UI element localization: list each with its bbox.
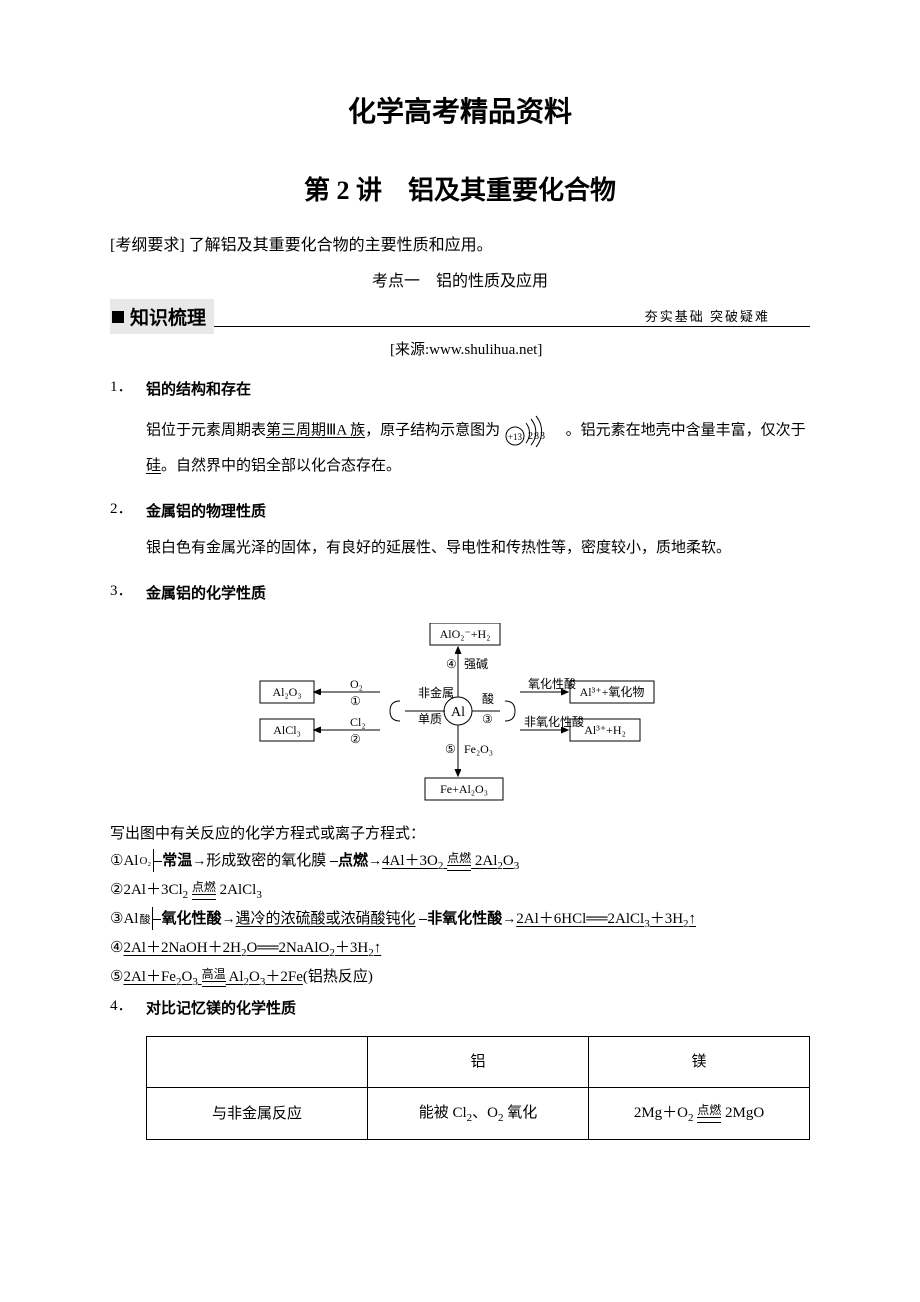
svg-text:③: ③ xyxy=(482,712,493,726)
svg-text:Al³⁺+H₂: Al³⁺+H₂ xyxy=(584,723,626,737)
equation-2: ②2Al＋3Cl2 点燃 2AlCl3 xyxy=(110,878,810,901)
requirement: [考纲要求] 了解铝及其重要化合物的主要性质和应用。 xyxy=(110,231,810,255)
section-3: 3．金属铝的化学性质 xyxy=(110,579,810,609)
al-reaction-diagram: AlO₂⁻+H₂ Al₂O₃ AlCl₃ Al³⁺+氧化物 Al³⁺+H₂ Fe… xyxy=(250,623,670,808)
svg-text:强碱: 强碱 xyxy=(464,657,488,671)
section-1: 1．铝的结构和存在铝位于元素周期表第三周期ⅢA 族，原子结构示意图为 +1328… xyxy=(110,375,810,487)
page-title: 化学高考精品资料 xyxy=(110,90,810,130)
svg-text:+13: +13 xyxy=(508,432,523,442)
section-4: 4． 对比记忆镁的化学性质 铝 镁 与非金属反应 能被 Cl2、O2 氧化 2M… xyxy=(110,994,810,1140)
svg-text:Cl₂: Cl₂ xyxy=(350,715,366,729)
svg-text:8: 8 xyxy=(534,431,539,442)
section-title: 金属铝的化学性质 xyxy=(146,586,266,602)
square-icon xyxy=(112,311,124,323)
svg-text:AlCl₃: AlCl₃ xyxy=(273,723,301,737)
table-cell-al: 能被 Cl2、O2 氧化 xyxy=(368,1088,589,1140)
svg-text:2: 2 xyxy=(528,431,533,442)
section-title: 金属铝的物理性质 xyxy=(146,504,266,520)
lecture-title: 第 2 讲 铝及其重要化合物 xyxy=(110,170,810,207)
kaodian-heading: 考点一 铝的性质及应用 xyxy=(110,267,810,291)
table-cell-mg: 2Mg＋O2 点燃 2MgO xyxy=(589,1088,810,1140)
svg-text:3: 3 xyxy=(540,431,545,442)
svg-text:非氧化性酸: 非氧化性酸 xyxy=(524,714,584,729)
diagram-prompt: 写出图中有关反应的化学方程式或离子方程式： xyxy=(110,822,810,843)
svg-text:Al: Al xyxy=(451,705,465,720)
atom-structure-svg: +13 283 xyxy=(504,411,562,451)
svg-text:AlO₂⁻+H₂: AlO₂⁻+H₂ xyxy=(440,627,491,641)
svg-text:Fe₂O₃: Fe₂O₃ xyxy=(464,742,493,756)
knowledge-strip: 知识梳理 夯实基础 突破疑难 xyxy=(110,299,810,334)
svg-text:②: ② xyxy=(350,732,361,746)
svg-text:O₂: O₂ xyxy=(350,677,363,691)
equation-1: ①AlO₂ 常温→形成致密的氧化膜 点燃→4Al＋3O2 点燃 2Al2O3 xyxy=(110,849,810,872)
knowledge-sub: 夯实基础 突破疑难 xyxy=(645,306,770,325)
knowledge-header: 知识梳理 xyxy=(130,303,206,330)
svg-text:Al₂O₃: Al₂O₃ xyxy=(272,685,301,699)
comparison-table: 铝 镁 与非金属反应 能被 Cl2、O2 氧化 2Mg＋O2 点燃 2MgO xyxy=(146,1036,810,1140)
svg-text:Al³⁺+氧化物: Al³⁺+氧化物 xyxy=(580,685,645,699)
section-2: 2．金属铝的物理性质银白色有金属光泽的固体，有良好的延展性、导电性和传热性等，密… xyxy=(110,497,810,569)
equation-4: ④2Al＋2NaOH＋2H2O══2NaAlO2＋3H2↑ xyxy=(110,936,810,959)
svg-text:单质: 单质 xyxy=(418,712,442,726)
table-row-label: 与非金属反应 xyxy=(147,1088,368,1140)
svg-text:⑤: ⑤ xyxy=(445,742,456,756)
svg-text:④: ④ xyxy=(446,657,457,671)
svg-text:氧化性酸: 氧化性酸 xyxy=(528,676,576,691)
svg-text:①: ① xyxy=(350,694,361,708)
equation-5: ⑤2Al＋Fe2O3 高温 Al2O3＋2Fe(铝热反应) xyxy=(110,965,810,988)
svg-text:酸: 酸 xyxy=(482,691,494,706)
equation-3: ③Al酸 氧化性酸→遇冷的浓硫酸或浓硝酸钝化 非氧化性酸→2Al＋6HCl══2… xyxy=(110,907,810,930)
source-note: [来源:www.shulihua.net] xyxy=(390,338,810,359)
svg-text:非金属: 非金属 xyxy=(418,685,454,700)
section-title: 铝的结构和存在 xyxy=(146,382,251,398)
svg-text:Fe+Al₂O₃: Fe+Al₂O₃ xyxy=(440,782,488,796)
